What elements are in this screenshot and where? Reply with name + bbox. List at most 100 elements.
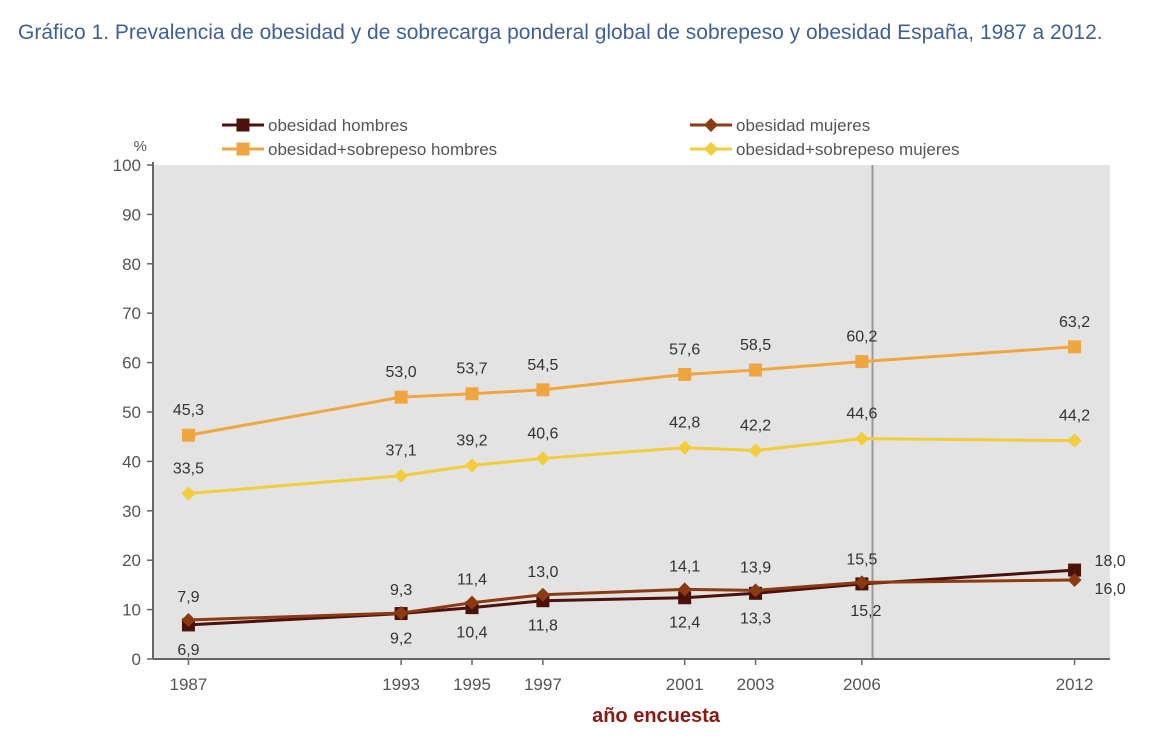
legend-label: obesidad+sobrepeso mujeres [736,140,960,159]
y-tick-label: 0 [132,650,141,669]
data-label: 13,9 [740,559,771,576]
data-point [536,383,550,397]
y-tick-label: 20 [122,551,141,570]
data-point [748,443,763,458]
x-tick-label: 2001 [666,675,704,694]
data-point [535,451,550,466]
y-tick-label: 10 [122,601,141,620]
y-axis-label: % [134,138,147,155]
data-label: 9,2 [390,631,412,648]
data-label: 15,5 [846,551,877,568]
data-point [748,583,763,598]
data-point [1067,572,1082,587]
legend-label: obesidad+sobrepeso hombres [268,140,497,159]
y-tick-label: 60 [122,354,141,373]
legend-label: obesidad mujeres [736,116,870,135]
legend: obesidad hombres obesidad mujeres obesidad… [222,116,960,159]
data-label: 53,7 [456,361,487,378]
data-point [1068,340,1082,354]
x-tick-label: 1995 [453,675,491,694]
data-point [181,612,196,627]
data-point [678,591,692,605]
x-tick-label: 1997 [524,675,562,694]
data-point [1068,563,1082,577]
data-label: 63,2 [1059,314,1090,331]
data-label: 12,4 [669,615,700,632]
legend-marker [704,118,718,132]
data-point [677,582,692,597]
y-tick-label: 50 [122,403,141,422]
series-line [188,578,1075,622]
data-label: 42,8 [669,415,700,432]
legend-entry: obesidad hombres [222,116,408,135]
data-label: 18,0 [1095,553,1126,570]
data-label: 11,4 [457,572,487,589]
data-label: 11,8 [528,618,558,635]
data-label: 53,0 [386,364,417,381]
y-tick-label: 80 [122,255,141,274]
data-point [854,575,869,590]
chart-caption: Gráfico 1. Prevalencia de obesidad y de … [18,21,1103,44]
data-point [465,387,479,401]
plot-area [153,165,1110,659]
x-tick-label: 2006 [843,675,881,694]
data-label: 39,2 [456,432,487,449]
legend-marker [236,118,250,132]
data-point [854,431,869,446]
data-point [394,390,408,404]
data-point [181,486,196,501]
y-tick-label: 30 [122,502,141,521]
legend-entry: obesidad mujeres [690,116,870,135]
data-label: 10,4 [456,625,487,642]
series-layer [181,340,1082,632]
data-point [394,468,409,483]
x-tick-label: 2012 [1056,675,1094,694]
data-label: 14,1 [669,558,700,575]
data-label: 60,2 [846,329,877,346]
data-point [677,440,692,455]
data-label: 40,6 [527,425,558,442]
plot-background [153,165,1110,659]
data-label: 33,5 [173,461,204,478]
data-label: 37,1 [386,443,417,460]
legend-label: obesidad hombres [268,116,408,135]
data-point [465,595,479,610]
data-label: 44,6 [846,406,877,423]
data-point [1067,433,1082,448]
data-point [535,587,550,602]
data-label: 54,5 [527,357,558,374]
data-point [181,428,195,442]
data-labels: 6,9 9,2 10,4 11,8 12,4 13,3 15,2 18,0 7,9 9,3 11,4… [173,314,1126,659]
y-tick-label: 70 [122,304,141,323]
data-label: 57,6 [669,341,700,358]
data-point [855,355,869,369]
legend-marker [236,142,250,156]
x-tick-label: 1993 [382,675,420,694]
data-label: 13,3 [740,610,771,627]
y-tick-label: 90 [122,205,141,224]
data-label: 6,9 [177,642,199,659]
axes: 0 10 20 30 40 50 60 70 80 90 100% 1987 1993 1995 1997 2… [113,138,1110,727]
data-point [465,458,479,473]
legend-entry: obesidad+sobrepeso mujeres [690,140,960,159]
x-tick-label: 1987 [170,675,208,694]
y-tick-label: 100 [113,156,141,175]
legend-entry: obesidad+sobrepeso hombres [222,140,497,159]
x-axis-label: año encuesta [592,705,721,727]
data-label: 44,2 [1059,408,1090,425]
data-point [749,363,763,377]
data-label: 15,2 [850,603,881,620]
legend-marker [704,142,718,156]
series-line [188,345,1075,437]
data-point [678,367,692,381]
data-label: 13,0 [527,564,558,581]
series-line [188,437,1075,496]
y-tick-label: 40 [122,452,141,471]
data-label: 7,9 [177,589,199,606]
x-tick-label: 2003 [737,675,775,694]
data-label: 16,0 [1095,581,1126,598]
data-label: 42,2 [740,418,771,435]
data-label: 9,3 [390,582,412,599]
data-label: 45,3 [173,402,204,419]
